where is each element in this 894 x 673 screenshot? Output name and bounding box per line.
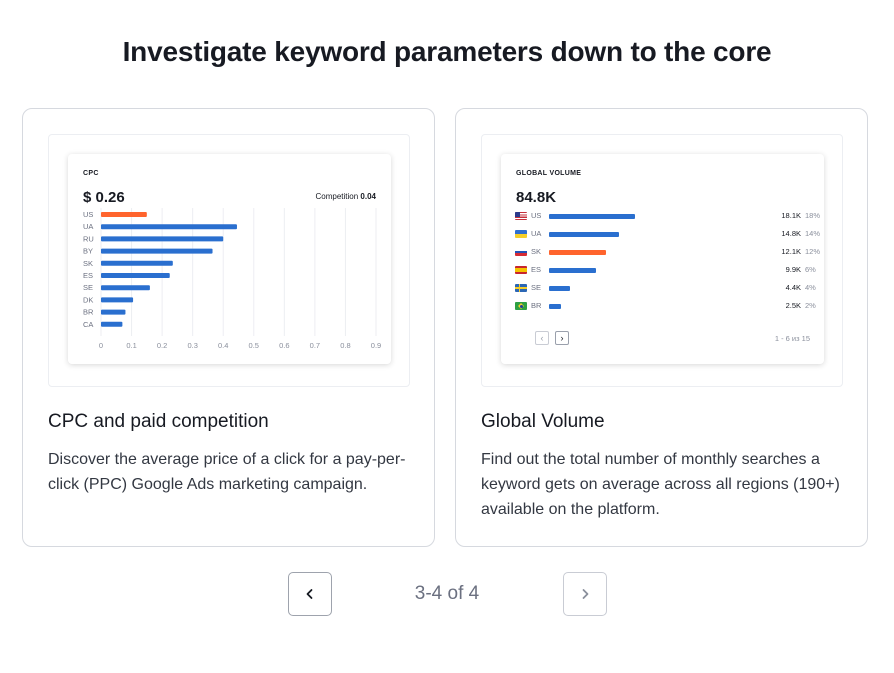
- cpc-widget: 0 0.1 0.2 0.3 0.4 0.5 0.6 0.7 0.8 0.9 US UA RU BY SK ES…: [68, 154, 391, 364]
- volume-row-br: BR 2.5K 2%: [515, 300, 816, 312]
- card-image-volume: GLOBAL VOLUME 84.8K US 18.1K 18% UA 14.8K 14%…: [481, 134, 843, 387]
- br-flag-icon: [515, 302, 527, 310]
- volume-percent: 4%: [805, 283, 816, 292]
- previous-page-button[interactable]: [288, 572, 332, 616]
- competition-label: Competition: [315, 192, 359, 201]
- category-label: ES: [83, 271, 93, 280]
- ua-flag-icon: [515, 230, 527, 238]
- feature-card-global-volume: GLOBAL VOLUME 84.8K US 18.1K 18% UA 14.8K 14%…: [455, 108, 868, 547]
- card-title: Global Volume: [481, 411, 605, 432]
- cpc-bar: [101, 236, 224, 242]
- cpc-bar: [101, 260, 173, 266]
- volume-row-es: ES 9.9K 6%: [515, 264, 816, 276]
- us-flag-icon: [515, 212, 527, 220]
- cpc-bar: [101, 224, 237, 230]
- volume-number: 18.1K: [781, 211, 801, 220]
- volume-row-se: SE 4.4K 4%: [515, 282, 816, 294]
- category-label: DK: [83, 295, 93, 304]
- x-tick-label: 0.3: [187, 341, 197, 350]
- volume-row-ua: UA 14.8K 14%: [515, 228, 820, 240]
- cpc-bar: [101, 285, 150, 291]
- cpc-bar: [101, 297, 134, 303]
- country-code: US: [531, 211, 542, 220]
- category-label: SE: [83, 283, 93, 292]
- country-code: SE: [531, 283, 542, 292]
- x-tick-label: 0.1: [126, 341, 136, 350]
- volume-percent: 6%: [805, 265, 816, 274]
- volume-percent: 14%: [805, 229, 821, 238]
- volume-prev-button[interactable]: ‹: [535, 331, 549, 345]
- category-label: BY: [83, 247, 93, 256]
- volume-percent: 12%: [805, 247, 821, 256]
- cpc-bar: [101, 248, 213, 254]
- volume-bar: [549, 304, 561, 309]
- cpc-value: $ 0.26: [83, 189, 125, 206]
- es-flag-icon: [515, 266, 527, 274]
- volume-bar: [549, 268, 596, 273]
- cpc-bar: [101, 212, 147, 217]
- volume-page-info: 1 - 6 из 15: [774, 334, 810, 343]
- x-tick-label: 0.7: [310, 341, 320, 350]
- volume-number: 2.5K: [785, 301, 801, 310]
- volume-row-us: US 18.1K 18%: [515, 210, 820, 222]
- sk-flag-icon: [515, 248, 527, 256]
- cpc-bar: [101, 273, 170, 278]
- category-label: US: [83, 210, 93, 219]
- chevron-left-icon: [306, 589, 313, 599]
- volume-value: 84.8K: [516, 189, 557, 206]
- volume-row-sk: SK 12.1K 12%: [515, 246, 820, 258]
- x-tick-label: 0.9: [371, 341, 381, 350]
- x-tick-label: 0.6: [279, 341, 289, 350]
- volume-bar: [549, 286, 570, 291]
- card-image-cpc: 0 0.1 0.2 0.3 0.4 0.5 0.6 0.7 0.8 0.9 US UA RU BY SK ES…: [48, 134, 410, 387]
- card-title: CPC and paid competition: [48, 411, 269, 432]
- volume-number: 14.8K: [781, 229, 801, 238]
- volume-widget: GLOBAL VOLUME 84.8K US 18.1K 18% UA 14.8K 14%…: [501, 154, 824, 364]
- feature-card-cpc: 0 0.1 0.2 0.3 0.4 0.5 0.6 0.7 0.8 0.9 US UA RU BY SK ES…: [22, 108, 435, 547]
- country-code: ES: [531, 265, 542, 274]
- page-title: Investigate keyword parameters down to t…: [122, 36, 772, 67]
- x-tick-label: 0.5: [249, 341, 259, 350]
- cpc-chart: 0 0.1 0.2 0.3 0.4 0.5 0.6 0.7 0.8 0.9 US UA RU BY SK ES…: [83, 208, 381, 350]
- card-description: Find out the total number of monthly sea…: [481, 451, 840, 518]
- country-code: UA: [531, 229, 542, 238]
- cpc-widget-label: CPC: [83, 170, 99, 177]
- volume-bar: [549, 250, 606, 255]
- volume-widget-label: GLOBAL VOLUME: [516, 170, 582, 177]
- x-tick-label: 0.2: [157, 341, 167, 350]
- competition-value: 0.04: [360, 192, 376, 201]
- volume-percent: 18%: [805, 211, 821, 220]
- pagination-status: 3-4 of 4: [414, 583, 480, 604]
- category-label: CA: [83, 320, 93, 329]
- category-label: SK: [83, 259, 93, 268]
- cpc-bar: [101, 321, 123, 327]
- volume-number: 4.4K: [785, 283, 801, 292]
- se-flag-icon: [515, 284, 527, 292]
- category-label: UA: [83, 222, 93, 231]
- x-tick-label: 0: [99, 341, 103, 350]
- category-label: BR: [83, 308, 94, 317]
- x-tick-label: 0.8: [340, 341, 350, 350]
- volume-number: 9.9K: [785, 265, 801, 274]
- category-label: RU: [83, 234, 94, 243]
- country-code: SK: [531, 247, 542, 256]
- cpc-bar: [101, 309, 126, 315]
- x-tick-label: 0.4: [218, 341, 228, 350]
- volume-percent: 2%: [805, 301, 816, 310]
- card-description: Discover the average price of a click fo…: [48, 451, 406, 493]
- competition-readout: Competition 0.04: [316, 192, 377, 201]
- country-code: BR: [531, 301, 542, 310]
- volume-bar: [549, 232, 619, 237]
- next-page-button[interactable]: [563, 572, 607, 616]
- chevron-right-icon: [582, 589, 589, 599]
- volume-next-button[interactable]: ›: [555, 331, 569, 345]
- volume-bar: [549, 214, 635, 219]
- volume-number: 12.1K: [781, 247, 801, 256]
